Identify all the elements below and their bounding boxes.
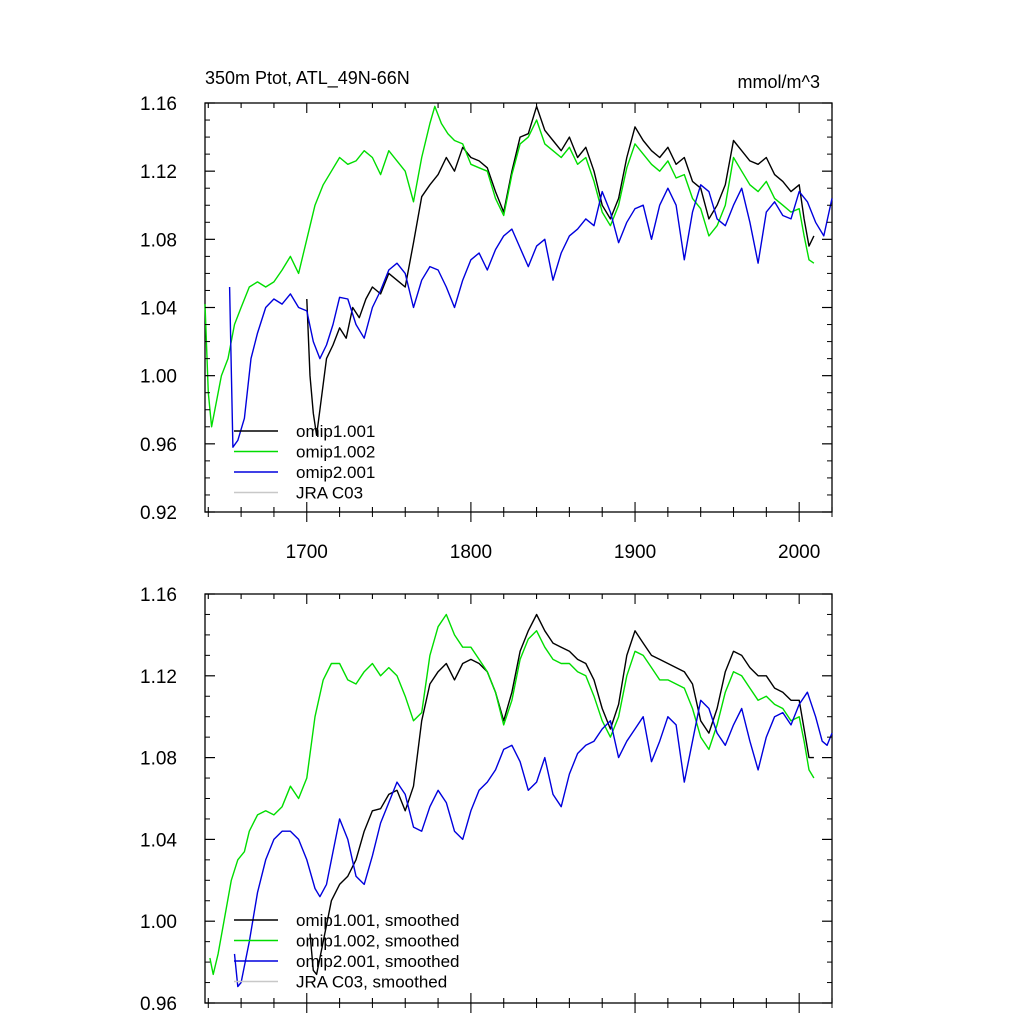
y-tick-label: 0.96 (140, 994, 177, 1015)
legend-label-2: omip1.002, smoothed (296, 932, 460, 951)
panel-bottom: 0.96 1.00 1.04 1.08 1.12 1.16 omip1.001, smoot… (140, 585, 833, 1015)
y-tick-label: 1.00 (140, 367, 177, 388)
series-line-1 (309, 613, 814, 976)
series-line-3 (233, 691, 833, 988)
y-tick-label: 1.16 (140, 94, 177, 115)
series-line-2 (204, 105, 815, 428)
x-tick-label: 2000 (778, 542, 820, 563)
y-tick-label: 1.08 (140, 230, 177, 251)
series-line-2 (209, 613, 815, 976)
y-tick-label: 1.00 (140, 912, 177, 933)
legend-label-4: JRA C03 (296, 484, 363, 503)
y-tick-label: 0.92 (140, 503, 177, 524)
legend-label-1: omip1.001, smoothed (296, 911, 460, 930)
legend-label-2: omip1.002 (296, 443, 375, 462)
chart-units: mmol/m^3 (738, 72, 820, 92)
panel-top: 0.92 0.96 1.00 1.04 1.08 1.12 1.16 1700 1800 1900… (140, 94, 833, 563)
y-tick-label: 0.96 (140, 435, 177, 456)
series-line-1 (306, 105, 815, 436)
x-tick-label: 1700 (286, 542, 328, 563)
legend-label-4: JRA C03, smoothed (296, 973, 447, 992)
x-tick-label: 1800 (450, 542, 492, 563)
legend-label-3: omip2.001, smoothed (296, 952, 460, 971)
y-tick-label: 1.12 (140, 162, 177, 183)
legend-label-1: omip1.001 (296, 422, 375, 441)
y-tick-label: 1.16 (140, 585, 177, 606)
y-tick-label: 1.04 (140, 299, 177, 320)
legend-label-3: omip2.001 (296, 463, 375, 482)
series-line-3 (228, 184, 833, 448)
x-tick-label: 1900 (614, 542, 656, 563)
y-tick-label: 1.04 (140, 830, 177, 851)
y-tick-label: 1.08 (140, 749, 177, 770)
y-tick-label: 1.12 (140, 667, 177, 688)
chart-title: 350m Ptot, ATL_49N-66N (205, 68, 410, 89)
